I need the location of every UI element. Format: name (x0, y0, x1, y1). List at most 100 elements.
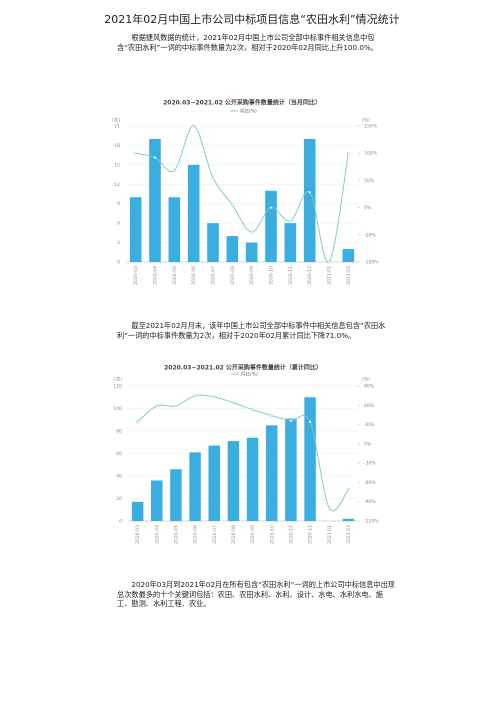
y2-tick-label: 60% (364, 403, 375, 409)
x-tick-label: 2020-03 (133, 266, 139, 285)
bar (342, 518, 355, 521)
y-tick-label: 0 (119, 519, 122, 525)
y2-tick-label: -60% (364, 480, 376, 486)
chart: 2020.03~2021.02 公开采购事件数量统计（累计同比） 0 20 40 60 8… (113, 364, 379, 544)
x-tick-label: 2020-12 (307, 266, 313, 285)
bar (303, 138, 316, 262)
y-tick-label: 40 (116, 474, 122, 480)
x-tick-label: 2020-05 (173, 525, 179, 544)
y-tick-label: 21 (114, 124, 120, 130)
bar (151, 480, 163, 521)
bar (342, 249, 355, 262)
bar (246, 437, 259, 521)
y-axis-label: (次) (114, 376, 122, 383)
chart: 2020.03~2021.02 公开采购事件数量统计（当月同比） 0 3 6 9 12 15… (112, 99, 379, 285)
y-tick-label: 12 (114, 182, 120, 188)
line-point (134, 151, 138, 155)
x-tick-label: 2020-07 (211, 266, 217, 285)
y2-tick-label: -90% (364, 499, 376, 505)
bar (245, 242, 258, 262)
x-tick-label: 2021-02 (346, 266, 352, 285)
bar (285, 418, 297, 521)
line-point (193, 394, 197, 398)
bar (129, 197, 142, 262)
legend-swatch-point (232, 109, 236, 113)
line-point (153, 156, 157, 160)
y2-tick-label: -30% (364, 461, 376, 467)
y-tick-label: 60 (116, 451, 122, 457)
chart-title: 2020.03~2021.02 公开采购事件数量统计（当月同比） (163, 99, 321, 107)
bar (208, 445, 220, 521)
x-tick-label: 2020-07 (212, 525, 218, 544)
y-tick-label: 0 (117, 260, 120, 266)
y2-tick-label: 30% (364, 422, 375, 428)
y2-tick-label: 0% (364, 441, 372, 447)
page-title: 2021年02月中国上市公司中标项目信息“农田水利”情况统计 (104, 13, 400, 26)
y-axis-label: (次) (112, 117, 120, 124)
legend-label: 同比(%) (240, 108, 257, 115)
line-point (270, 414, 274, 418)
bar (265, 190, 277, 262)
line-point (155, 404, 159, 408)
line (137, 394, 349, 512)
paragraph: 截至2021年02月月末，该年中国上市公司全部中标事件中相关信息包含“农田水利”… (117, 321, 386, 340)
y2-axis-label: (%) (362, 377, 370, 383)
y2-tick-label: 50% (364, 178, 375, 184)
x-tick-label: 2021-01 (327, 525, 333, 544)
y-tick-label: 18 (114, 143, 120, 149)
x-tick-label: 2020-04 (153, 266, 159, 285)
line-point (136, 420, 140, 424)
y2-tick-label: 150% (364, 124, 378, 130)
y-tick-label: 3 (117, 240, 120, 246)
x-tick-label: 2020-09 (249, 266, 255, 285)
x-tick-label: 2020-09 (250, 525, 256, 544)
y2-tick-label: 100% (364, 151, 378, 157)
line-point (230, 203, 234, 207)
x-tick-label: 2020-11 (288, 525, 294, 544)
line-point (308, 190, 312, 194)
x-tick-label: 2020-12 (308, 525, 314, 544)
bar (284, 223, 297, 262)
line-point (211, 176, 215, 180)
x-tick-label: 2020-08 (230, 266, 236, 285)
bar (168, 197, 181, 262)
bar (131, 501, 144, 521)
y2-tick-label: -50% (364, 232, 376, 238)
paragraph: 根据捷风数据的统计，2021年02月中国上市公司全部中标事件相关信息中包含“农田… (117, 33, 378, 52)
x-tick-label: 2020-10 (269, 266, 275, 285)
x-tick-label: 2020-06 (193, 525, 199, 544)
paragraph: 2020年03月到2021年02月在所有包含“农田水利”一词的上市公司中标信息中… (117, 580, 395, 608)
line-point (212, 395, 216, 399)
line-point (308, 420, 312, 424)
line-point (250, 230, 254, 234)
x-tick-label: 2020-06 (191, 266, 197, 285)
line-point (327, 506, 331, 510)
bar (187, 164, 200, 262)
line-point (346, 151, 350, 155)
legend-swatch-point (233, 372, 237, 376)
x-tick-label: 2020-03 (135, 525, 141, 544)
bar (149, 138, 161, 262)
line-point (174, 404, 178, 408)
y-tick-label: 15 (114, 162, 120, 168)
y-tick-label: 120 (113, 384, 122, 390)
y2-tick-label: -120% (364, 519, 379, 525)
x-tick-label: 2020-10 (269, 525, 275, 544)
bar (207, 223, 219, 262)
line-point (269, 206, 273, 210)
y-tick-label: 100 (113, 406, 122, 412)
line-point (172, 169, 176, 173)
bar (227, 441, 240, 521)
y2-tick-label: 0% (364, 205, 372, 211)
x-tick-label: 2020-11 (288, 266, 294, 285)
line-point (288, 219, 292, 223)
chart-title: 2020.03~2021.02 公开采购事件数量统计（累计同比） (164, 364, 322, 372)
x-tick-label: 2020-04 (154, 525, 160, 544)
y-tick-label: 6 (117, 221, 120, 227)
bar (266, 425, 278, 521)
y-tick-label: 9 (117, 201, 120, 207)
legend-label: 同比(%) (241, 371, 258, 378)
y2-tick-label: 90% (364, 384, 375, 390)
line-point (192, 124, 196, 128)
